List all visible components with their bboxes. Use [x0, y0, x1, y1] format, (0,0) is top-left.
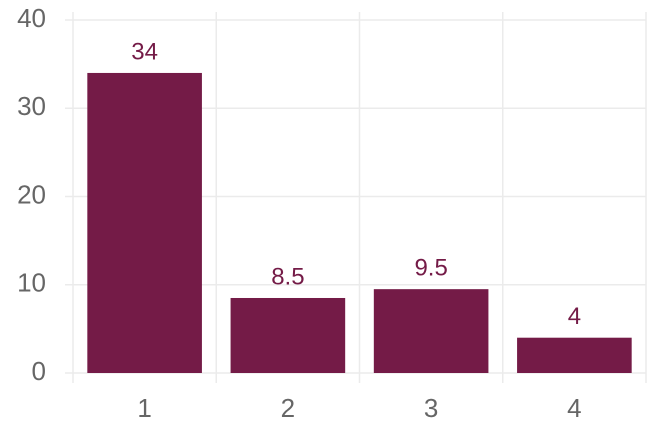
x-tick-label: 1 — [137, 393, 151, 423]
y-tick-label: 10 — [17, 268, 46, 298]
bar — [517, 337, 632, 373]
value-label: 8.5 — [271, 263, 304, 290]
bar — [87, 72, 202, 373]
x-tick-label: 2 — [281, 393, 295, 423]
y-tick-label: 0 — [32, 356, 46, 386]
bar — [230, 297, 346, 373]
x-tick-label: 3 — [424, 393, 438, 423]
value-label: 34 — [131, 38, 158, 65]
y-tick-label: 30 — [17, 91, 46, 121]
y-tick-label: 40 — [17, 3, 46, 33]
value-label: 9.5 — [414, 255, 447, 282]
value-label: 4 — [568, 303, 581, 330]
bar — [373, 289, 489, 373]
x-tick-label: 4 — [567, 393, 581, 423]
y-tick-label: 20 — [17, 179, 46, 209]
